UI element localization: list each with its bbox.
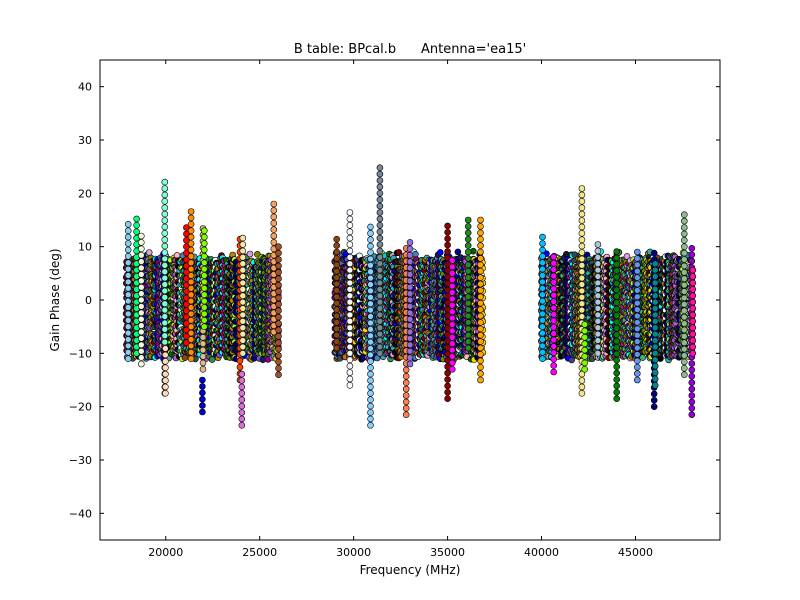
data-point (208, 356, 216, 363)
data-point (454, 248, 462, 256)
data-point (181, 354, 189, 362)
chart-title: B table: BPcal.b Antenna='ea15' (294, 42, 526, 57)
data-point (436, 249, 444, 256)
data-point (412, 250, 419, 258)
data-points (122, 164, 697, 429)
data-point (145, 249, 153, 256)
data-point (246, 250, 254, 258)
